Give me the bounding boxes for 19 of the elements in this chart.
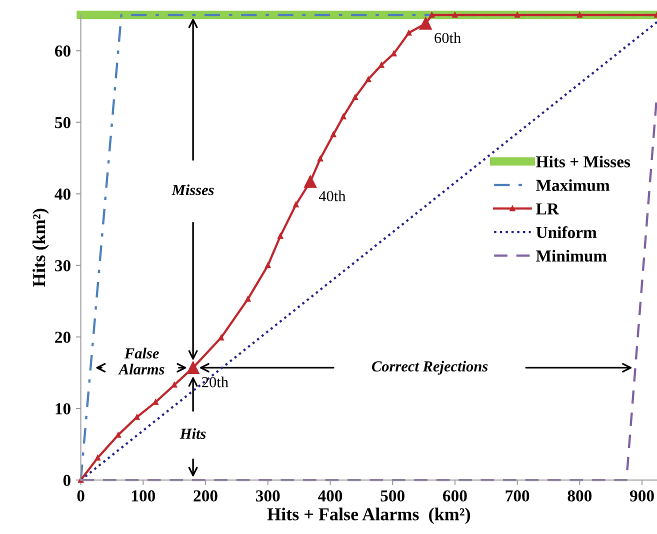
- x-tick-label: 300: [256, 490, 280, 502]
- x-axis-title: Hits + False Alarms (km²): [267, 508, 470, 524]
- y-tick-label: 30: [55, 260, 70, 272]
- x-tick-label: 700: [506, 490, 530, 502]
- y-tick-label: 0: [63, 474, 70, 486]
- y-tick-label: 20: [55, 332, 70, 343]
- x-tick-label: 200: [194, 490, 218, 502]
- x-tick-label: 900: [630, 490, 654, 502]
- x-tick-label: 500: [380, 490, 404, 502]
- y-axis-title: Hits (km²): [32, 208, 49, 287]
- y-tick-label: 50: [55, 116, 70, 128]
- y-tick-label: 40: [54, 188, 70, 200]
- x-tick-label: 0: [77, 490, 84, 502]
- x-tick-label: 100: [132, 490, 156, 502]
- x-tick-label: 400: [318, 490, 342, 502]
- y-tick-label: 10: [56, 403, 70, 414]
- y-tick-label: 60: [54, 45, 70, 57]
- x-tick-label: 600: [443, 490, 467, 502]
- x-tick-label: 800: [568, 490, 592, 502]
